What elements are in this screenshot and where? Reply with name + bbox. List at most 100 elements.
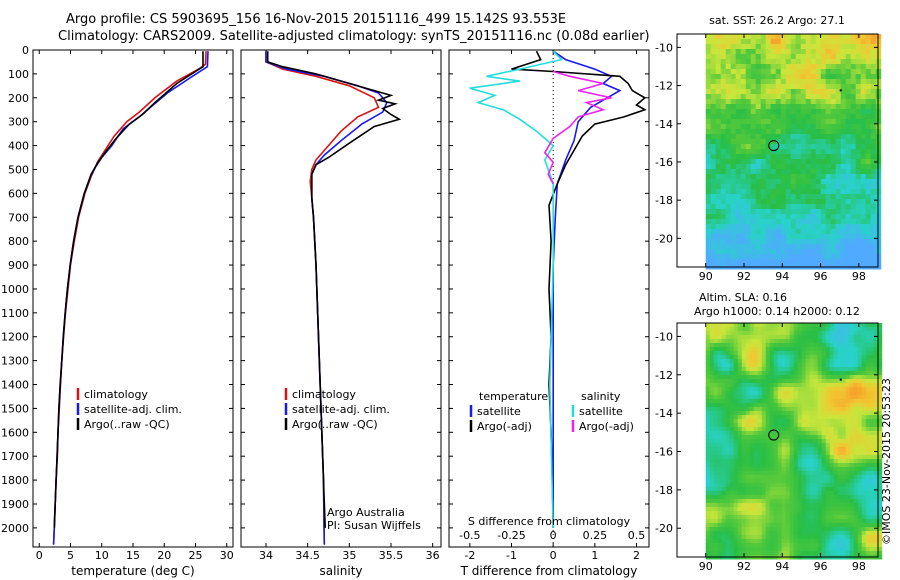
map-cell: [835, 259, 842, 265]
map-cell: [809, 343, 815, 348]
map-cell: [713, 323, 719, 328]
map-cell: [865, 249, 872, 255]
map-cell: [745, 479, 751, 484]
map-cell: [840, 244, 847, 250]
map-cell: [715, 39, 722, 45]
map-cell: [833, 455, 839, 460]
map-cell: [733, 419, 739, 424]
map-cell: [817, 531, 823, 536]
map-cell: [735, 69, 742, 75]
map-cell: [733, 339, 739, 344]
map-cell: [773, 339, 779, 344]
map-cell: [795, 34, 802, 40]
map-cell: [765, 149, 772, 155]
map-cell: [877, 459, 883, 464]
map-cell: [775, 74, 782, 80]
map-cell: [797, 399, 803, 404]
map-cell: [773, 403, 779, 408]
map-cell: [797, 423, 803, 428]
map-cell: [810, 189, 817, 195]
map-cell: [825, 355, 831, 360]
map-cell: [865, 355, 871, 360]
map-cell: [797, 531, 803, 536]
map-cell: [770, 259, 777, 265]
map-cell: [817, 375, 823, 380]
map-cell: [857, 347, 863, 352]
map-cell: [729, 471, 735, 476]
map-cell: [785, 209, 792, 215]
map-cell: [825, 179, 832, 185]
map-cell: [775, 194, 782, 200]
map-cell: [825, 114, 832, 120]
map-cell: [805, 229, 812, 235]
map-cell: [849, 327, 855, 332]
map-cell: [805, 411, 811, 416]
map-cell: [730, 159, 737, 165]
map-cell: [829, 539, 835, 544]
map-cell: [849, 419, 855, 424]
map-cell: [785, 339, 791, 344]
map-cell: [841, 403, 847, 408]
map-cell: [745, 189, 752, 195]
map-cell: [730, 34, 737, 40]
map-cell: [793, 379, 799, 384]
map-cell: [720, 134, 727, 140]
map-cell: [809, 487, 815, 492]
map-cell: [760, 89, 767, 95]
map-cell: [789, 343, 795, 348]
map-cell: [825, 119, 832, 125]
map-cell: [769, 335, 775, 340]
map-cell: [860, 49, 867, 55]
map-cell: [861, 471, 867, 476]
map-cell: [753, 515, 759, 520]
map-cell: [873, 407, 879, 412]
map-cell: [735, 149, 742, 155]
map-cell: [733, 391, 739, 396]
map-cell: [757, 347, 763, 352]
map-cell: [869, 547, 875, 552]
map-cell: [713, 451, 719, 456]
map-cell: [829, 331, 835, 336]
map-cell: [795, 144, 802, 150]
map-cell: [800, 234, 807, 240]
map-cell: [873, 443, 879, 448]
map-cell: [865, 459, 871, 464]
map-cell: [849, 363, 855, 368]
map-cell: [830, 184, 837, 190]
map-cell: [809, 459, 815, 464]
map-cell: [800, 174, 807, 180]
map-cell: [865, 124, 872, 130]
map-cell: [809, 491, 815, 496]
map-cell: [813, 443, 819, 448]
map-cell: [797, 519, 803, 524]
map-cell: [755, 149, 762, 155]
map-cell: [837, 387, 843, 392]
map-cell: [825, 244, 832, 250]
map-cell: [709, 507, 715, 512]
map-cell: [855, 84, 862, 90]
map-cell: [841, 431, 847, 436]
map-cell: [785, 535, 791, 540]
map-cell: [761, 527, 767, 532]
map-cell: [725, 503, 731, 508]
map-cell: [717, 519, 723, 524]
map-cell: [730, 194, 737, 200]
map-cell: [785, 551, 791, 556]
map-cell: [750, 79, 757, 85]
map-cell: [713, 399, 719, 404]
map-cell: [833, 451, 839, 456]
map-cell: [740, 109, 747, 115]
map-cell: [770, 114, 777, 120]
map-cell: [785, 331, 791, 336]
map-cell: [869, 531, 875, 536]
map-cell: [793, 331, 799, 336]
map-cell: [749, 439, 755, 444]
map-cell: [815, 74, 822, 80]
map-cell: [830, 139, 837, 145]
x-tick-label: 98: [852, 560, 866, 573]
map-cell: [725, 199, 732, 205]
map-cell: [805, 335, 811, 340]
map-cell: [740, 129, 747, 135]
map-cell: [869, 515, 875, 520]
map-cell: [865, 411, 871, 416]
